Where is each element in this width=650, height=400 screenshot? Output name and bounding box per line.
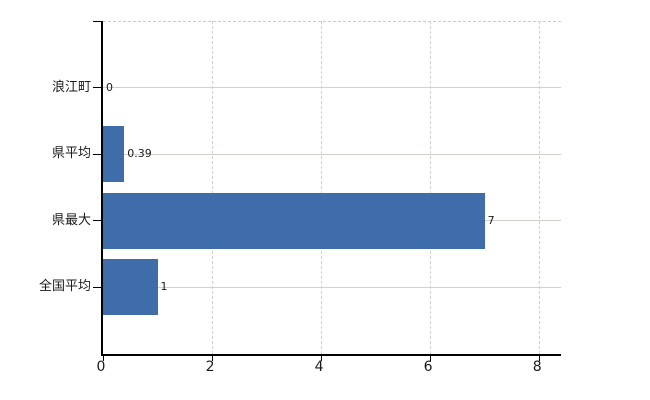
x-axis-tick xyxy=(538,356,540,361)
plot-area: 0 0.39 7 1 xyxy=(93,21,561,361)
plot-top-border xyxy=(103,21,561,22)
y-axis-tick xyxy=(93,220,101,222)
y-axis-tick xyxy=(93,87,101,89)
bar-value-label: 0 xyxy=(106,80,113,94)
x-axis-tick xyxy=(211,356,213,361)
bar xyxy=(103,126,125,183)
x-axis-tick xyxy=(102,356,104,361)
v-gridline xyxy=(321,21,323,354)
x-axis-tick-label: 2 xyxy=(205,359,215,375)
y-axis-tick xyxy=(93,153,101,155)
category-label: 県平均 xyxy=(51,146,91,162)
category-label: 全国平均 xyxy=(38,279,91,295)
v-gridline xyxy=(430,21,432,354)
v-gridline xyxy=(539,21,541,354)
x-axis-tick-label: 0 xyxy=(96,359,106,375)
x-axis-tick-label: 8 xyxy=(532,359,542,375)
x-axis-tick-label: 4 xyxy=(314,359,324,375)
x-axis-tick xyxy=(429,356,431,361)
y-axis-tick xyxy=(93,286,101,288)
x-axis-tick xyxy=(320,356,322,361)
y-axis-tick xyxy=(93,21,101,22)
v-gridline xyxy=(212,21,214,354)
h-gridline xyxy=(103,87,561,89)
bar xyxy=(103,259,158,316)
bar-value-label: 0.39 xyxy=(127,147,152,161)
h-gridline xyxy=(103,153,561,155)
bar-value-label: 1 xyxy=(160,280,168,294)
category-label: 浪江町 xyxy=(51,79,91,95)
bar-value-label: 7 xyxy=(487,213,495,227)
category-label: 県最大 xyxy=(51,212,91,228)
x-axis-tick-label: 6 xyxy=(423,359,433,375)
bar xyxy=(103,192,485,249)
h-gridline xyxy=(103,286,561,288)
